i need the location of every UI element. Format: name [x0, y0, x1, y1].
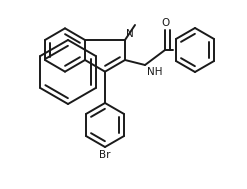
Text: O: O	[161, 18, 169, 28]
Text: Br: Br	[99, 150, 111, 160]
Text: N: N	[126, 29, 134, 39]
Text: NH: NH	[147, 67, 163, 77]
